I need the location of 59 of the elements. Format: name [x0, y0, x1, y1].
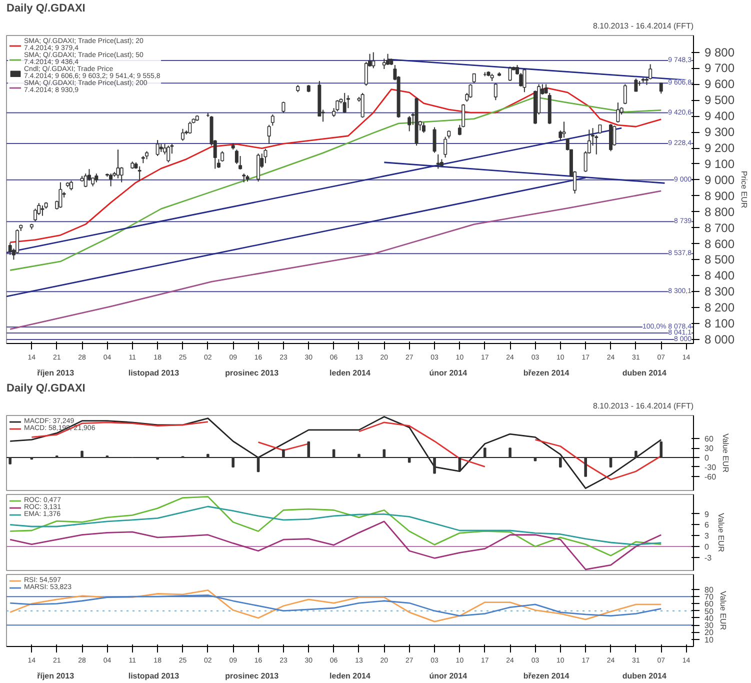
chart-title: Daily Q/.GDAXI	[6, 2, 86, 14]
y-tick-label: 3	[704, 532, 710, 541]
text: únor 2014	[429, 672, 468, 680]
y-tick-label: 9 200	[704, 141, 735, 156]
text: listopad 2013	[128, 672, 180, 680]
y-tick-label: 50	[704, 606, 714, 616]
text: duben 2014	[622, 672, 667, 680]
text: prosinec 2013	[225, 368, 280, 378]
y-tick-label: 10	[704, 635, 714, 644]
y-tick-label: -60	[704, 472, 717, 482]
y-tick-label: 60	[704, 600, 714, 609]
y-tick-label: 0	[704, 454, 710, 463]
text: listopad 2013	[128, 368, 180, 378]
text: únor 2014	[429, 368, 468, 378]
text: leden 2014	[330, 368, 372, 378]
y-tick-label: 40	[704, 614, 714, 623]
y-tick-label: 8 800	[704, 204, 735, 219]
chart-subtitle: 8.10.2013 - 16.4.2014 (FFT)	[593, 22, 694, 30]
text: říjen 2013	[37, 672, 75, 680]
y-tick-label: 8 500	[704, 252, 735, 267]
text: říjen 2013	[37, 368, 75, 378]
y-tick-label: 8 900	[704, 188, 735, 203]
y-tick-label: 9 100	[704, 156, 735, 171]
text: březen 2014	[523, 672, 570, 680]
y-tick-label: 9 600	[704, 77, 735, 92]
y-axis-title: Value EUR	[718, 591, 728, 630]
text: březen 2014	[523, 368, 570, 378]
y-axis-title: Price EUR	[740, 170, 749, 208]
y-tick-label: 8 700	[704, 220, 735, 235]
y-tick-label: 20	[704, 628, 714, 638]
y-tick-label: 9 000	[704, 172, 735, 187]
y-tick-label: 30	[704, 444, 714, 454]
y-axis-title: Value EUR	[721, 434, 730, 473]
y-tick-label: 9 800	[704, 45, 735, 60]
y-tick-label: 9 700	[704, 61, 735, 76]
y-tick-label: 80	[704, 585, 714, 594]
y-axis-title: Value EUR	[716, 513, 726, 552]
y-tick-label: 9	[704, 510, 710, 519]
y-tick-label: 30	[704, 621, 714, 630]
text: leden 2014	[330, 672, 372, 680]
chart-subtitle: 8.10.2013 - 16.4.2014 (FFT)	[593, 402, 694, 410]
y-tick-label: 9 300	[704, 125, 735, 140]
y-tick-label: -30	[704, 462, 717, 472]
y-tick-label: 8 600	[704, 236, 735, 251]
y-tick-label: 8 400	[704, 268, 735, 283]
y-tick-label: 70	[704, 592, 714, 602]
chart-title: Daily Q/.GDAXI	[6, 382, 86, 394]
y-tick-label: 9 400	[704, 109, 735, 124]
text: prosinec 2013	[225, 672, 280, 680]
y-tick-label: 8 200	[704, 300, 735, 315]
y-tick-label: 8 100	[704, 316, 735, 331]
y-tick-label: 60	[704, 434, 714, 444]
y-tick-label: 6	[704, 520, 710, 530]
y-tick-label: 8 300	[704, 284, 735, 299]
text: duben 2014	[622, 368, 667, 378]
y-tick-label: -3	[704, 553, 712, 562]
y-tick-label: 0	[704, 542, 710, 552]
y-tick-label: 9 500	[704, 93, 735, 108]
y-tick-label: 8 000	[704, 332, 735, 347]
